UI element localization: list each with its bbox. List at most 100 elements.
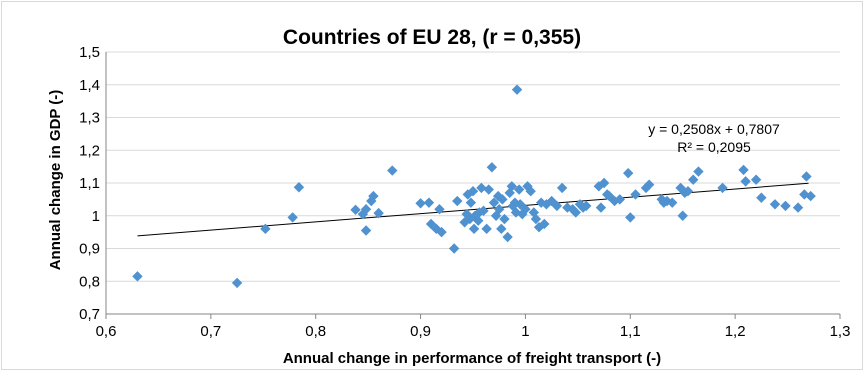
x-tick-label: 0,7 bbox=[200, 323, 221, 340]
data-point bbox=[688, 174, 699, 185]
data-point bbox=[614, 194, 625, 205]
data-point bbox=[473, 215, 484, 226]
y-tick-label: 0,7 bbox=[79, 306, 100, 323]
data-point bbox=[805, 190, 816, 202]
data-point bbox=[551, 200, 563, 212]
data-point bbox=[533, 222, 545, 233]
data-point bbox=[260, 223, 271, 235]
data-point bbox=[622, 167, 634, 179]
y-tick-label: 1 bbox=[92, 208, 100, 225]
data-point bbox=[738, 164, 749, 176]
data-point bbox=[434, 204, 445, 215]
data-point bbox=[682, 185, 694, 197]
data-point bbox=[293, 182, 305, 193]
data-point bbox=[799, 189, 810, 200]
data-point bbox=[452, 195, 463, 207]
trendline-equation: y = 0,2508x + 0,7807 bbox=[648, 121, 780, 137]
r-squared-label: R² = 0,2095 bbox=[677, 139, 751, 155]
x-axis-label: Annual change in performance of freight … bbox=[283, 350, 661, 367]
data-point bbox=[598, 177, 610, 189]
trendline bbox=[137, 182, 809, 237]
y-tick-label: 1,4 bbox=[79, 77, 100, 94]
data-point bbox=[792, 202, 804, 213]
x-tick-label: 0,9 bbox=[410, 323, 431, 340]
data-point bbox=[643, 179, 655, 190]
data-point bbox=[740, 176, 751, 187]
x-tick-label: 1,2 bbox=[725, 323, 746, 340]
data-point bbox=[481, 223, 492, 235]
data-point bbox=[604, 190, 615, 202]
data-point bbox=[350, 204, 361, 216]
x-tick-label: 1 bbox=[521, 323, 529, 340]
data-point bbox=[769, 199, 781, 210]
data-point bbox=[801, 171, 812, 182]
data-point bbox=[499, 213, 510, 225]
data-point bbox=[556, 182, 568, 194]
data-point bbox=[373, 207, 384, 219]
data-point bbox=[387, 165, 398, 176]
data-point bbox=[502, 231, 513, 243]
data-point bbox=[625, 212, 636, 223]
data-point bbox=[467, 185, 479, 197]
data-point bbox=[667, 197, 678, 208]
data-point bbox=[494, 204, 505, 215]
data-point bbox=[476, 182, 487, 194]
data-point bbox=[513, 184, 525, 195]
gridlines bbox=[106, 51, 840, 282]
data-point bbox=[360, 225, 372, 236]
data-point bbox=[507, 200, 519, 212]
data-point bbox=[436, 226, 447, 238]
data-point bbox=[448, 243, 460, 254]
data-point bbox=[595, 202, 607, 213]
data-point bbox=[677, 210, 688, 221]
x-tick-labels: 0,6 0,7 0,8 0,9 1 1,1 1,2 1,3 bbox=[96, 323, 851, 340]
chart-title: Countries of EU 28, (r = 0,355) bbox=[283, 26, 581, 49]
data-point bbox=[368, 190, 379, 202]
data-point bbox=[630, 189, 641, 200]
data-point bbox=[360, 204, 372, 215]
y-tick-label: 1,1 bbox=[79, 175, 100, 192]
data-point bbox=[506, 181, 517, 192]
data-points bbox=[132, 84, 816, 289]
data-point bbox=[490, 210, 502, 221]
data-point bbox=[423, 197, 435, 208]
y-tick-label: 0,8 bbox=[79, 273, 100, 290]
x-tick-label: 1,1 bbox=[620, 323, 641, 340]
data-point bbox=[496, 223, 507, 235]
y-tick-label: 1,5 bbox=[79, 44, 100, 61]
data-point bbox=[581, 200, 592, 212]
data-point bbox=[525, 185, 536, 197]
data-point bbox=[750, 174, 762, 185]
data-point bbox=[780, 200, 791, 212]
data-point bbox=[511, 84, 523, 95]
data-point bbox=[517, 208, 528, 220]
data-point bbox=[514, 199, 526, 210]
data-point bbox=[520, 204, 531, 215]
data-point bbox=[287, 212, 298, 223]
data-point bbox=[465, 197, 477, 208]
x-tick-label: 0,8 bbox=[305, 323, 326, 340]
data-point bbox=[486, 162, 498, 173]
data-point bbox=[562, 202, 573, 213]
data-point bbox=[656, 194, 667, 205]
data-point bbox=[425, 218, 437, 230]
data-point bbox=[132, 271, 143, 282]
data-point bbox=[717, 182, 728, 194]
y-tick-label: 1,3 bbox=[79, 110, 100, 127]
data-point bbox=[415, 198, 426, 209]
data-point bbox=[675, 182, 686, 194]
data-point bbox=[231, 277, 243, 289]
y-axis-label: Annual change in GDP (-) bbox=[47, 90, 64, 271]
data-point bbox=[567, 204, 578, 215]
x-tick-label: 0,6 bbox=[96, 323, 117, 340]
data-point bbox=[488, 197, 500, 208]
data-point bbox=[483, 184, 494, 195]
x-tick-label: 1,3 bbox=[830, 323, 851, 340]
y-tick-label: 0,9 bbox=[79, 241, 100, 258]
data-point bbox=[478, 205, 489, 217]
data-point bbox=[693, 166, 704, 177]
data-point bbox=[468, 223, 480, 235]
data-point bbox=[497, 194, 508, 205]
